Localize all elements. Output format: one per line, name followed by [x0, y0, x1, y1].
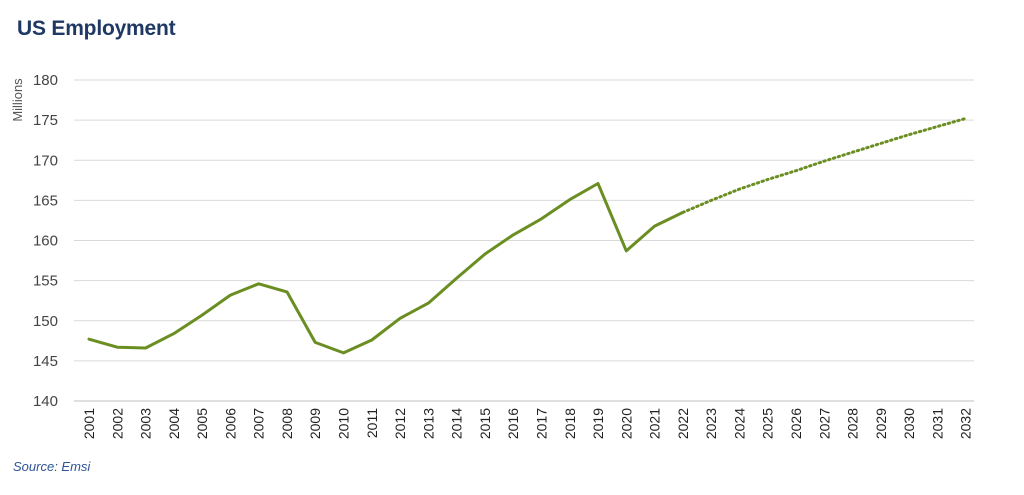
y-tick-label: 145: [33, 353, 58, 370]
x-tick-label: 2018: [562, 408, 578, 439]
projected-series-line: [681, 117, 968, 214]
series-lines: [87, 117, 968, 355]
x-tick-label: 2026: [788, 408, 804, 439]
x-tick-label: 2031: [929, 408, 945, 439]
x-tick-label: 2013: [420, 408, 436, 439]
x-tick-label: 2029: [873, 408, 889, 439]
x-tick-label: 2023: [703, 408, 719, 439]
y-axis-ticks: 140 145 150 155 160 165 170 175 180: [33, 72, 58, 410]
x-tick-label: 2005: [194, 408, 210, 439]
x-tick-label: 2024: [731, 408, 747, 439]
y-tick-label: 180: [33, 72, 58, 89]
x-tick-label: 2028: [845, 408, 861, 439]
y-tick-label: 150: [33, 313, 58, 330]
x-tick-label: 2006: [222, 408, 238, 439]
x-tick-label: 2009: [307, 408, 323, 439]
y-tick-label: 160: [33, 233, 58, 250]
x-tick-label: 2019: [590, 408, 606, 439]
x-tick-label: 2020: [618, 408, 634, 439]
y-tick-label: 165: [33, 192, 58, 209]
y-tick-label: 175: [33, 112, 58, 129]
x-tick-label: 2003: [138, 408, 154, 439]
x-tick-label: 2008: [279, 408, 295, 439]
x-tick-label: 2007: [251, 408, 267, 439]
x-tick-label: 2032: [958, 408, 974, 439]
x-axis-ticks: 2001 2002 2003 2004 2005 2006 2007 2008 2009 2010…: [81, 408, 974, 439]
y-axis-label: Millions: [10, 78, 25, 122]
y-tick-label: 155: [33, 273, 58, 290]
historical-series-line: [87, 182, 685, 355]
x-tick-label: 2012: [392, 408, 408, 439]
x-tick-label: 2015: [477, 408, 493, 439]
x-tick-label: 2016: [505, 408, 521, 439]
source-note: Source: Emsi: [13, 459, 91, 474]
x-tick-label: 2004: [166, 408, 182, 439]
x-tick-label: 2025: [760, 408, 776, 439]
x-tick-label: 2021: [647, 408, 663, 439]
x-tick-label: 2011: [364, 408, 380, 438]
y-tick-label: 170: [33, 152, 58, 169]
x-tick-label: 2002: [109, 408, 125, 439]
chart-title: US Employment: [17, 17, 176, 40]
y-tick-label: 140: [33, 393, 58, 410]
x-tick-label: 2010: [336, 408, 352, 439]
x-tick-label: 2001: [81, 408, 97, 439]
x-tick-label: 2017: [533, 408, 549, 439]
x-tick-label: 2022: [675, 408, 691, 439]
x-tick-label: 2030: [901, 408, 917, 439]
x-tick-label: 2027: [816, 408, 832, 439]
gridlines: [74, 79, 974, 402]
x-tick-label: 2014: [449, 408, 465, 439]
